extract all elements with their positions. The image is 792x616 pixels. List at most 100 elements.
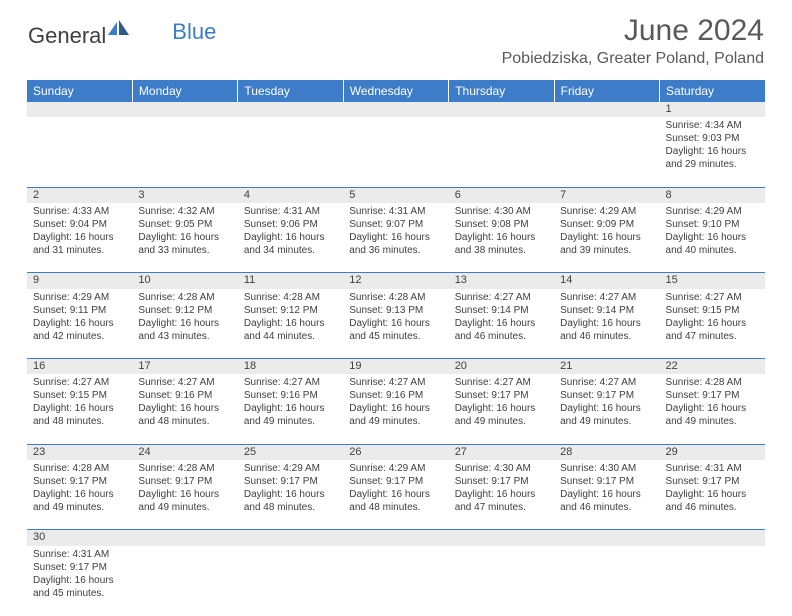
daylight-text: Daylight: 16 hours: [666, 231, 759, 244]
day-details: Sunrise: 4:27 AMSunset: 9:17 PMDaylight:…: [554, 374, 659, 432]
sunrise-text: Sunrise: 4:27 AM: [138, 376, 231, 389]
sunrise-text: Sunrise: 4:30 AM: [455, 462, 548, 475]
daylight-text: Daylight: 16 hours: [33, 488, 126, 501]
sunset-text: Sunset: 9:16 PM: [349, 389, 442, 402]
day-details-cell: Sunrise: 4:29 AMSunset: 9:17 PMDaylight:…: [343, 460, 448, 530]
day-details-cell: Sunrise: 4:30 AMSunset: 9:17 PMDaylight:…: [449, 460, 554, 530]
day-details: Sunrise: 4:30 AMSunset: 9:17 PMDaylight:…: [554, 460, 659, 518]
daylight-text: and 47 minutes.: [455, 501, 548, 514]
sunrise-text: Sunrise: 4:28 AM: [33, 462, 126, 475]
daylight-text: and 49 minutes.: [349, 415, 442, 428]
daylight-text: and 49 minutes.: [244, 415, 337, 428]
sunset-text: Sunset: 9:08 PM: [455, 218, 548, 231]
day-details-cell: Sunrise: 4:27 AMSunset: 9:17 PMDaylight:…: [449, 374, 554, 444]
day-number-row: 1: [27, 102, 765, 117]
day-number-cell: 21: [554, 359, 659, 375]
day-details-row: Sunrise: 4:31 AMSunset: 9:17 PMDaylight:…: [27, 546, 765, 616]
day-number-cell: [554, 530, 659, 546]
day-number-cell: 23: [27, 444, 132, 460]
day-number-cell: [132, 530, 237, 546]
daylight-text: and 29 minutes.: [666, 158, 759, 171]
sunset-text: Sunset: 9:11 PM: [33, 304, 126, 317]
day-number-cell: 9: [27, 273, 132, 289]
daylight-text: Daylight: 16 hours: [560, 488, 653, 501]
daylight-text: and 45 minutes.: [349, 330, 442, 343]
day-number-cell: 6: [449, 187, 554, 203]
day-details: Sunrise: 4:27 AMSunset: 9:17 PMDaylight:…: [449, 374, 554, 432]
day-details-cell: Sunrise: 4:27 AMSunset: 9:14 PMDaylight:…: [449, 289, 554, 359]
sunset-text: Sunset: 9:16 PM: [244, 389, 337, 402]
daylight-text: Daylight: 16 hours: [33, 574, 126, 587]
daylight-text: Daylight: 16 hours: [560, 231, 653, 244]
brand-word2: Blue: [172, 19, 216, 45]
day-details: Sunrise: 4:30 AMSunset: 9:08 PMDaylight:…: [449, 203, 554, 261]
sunrise-text: Sunrise: 4:27 AM: [666, 291, 759, 304]
sunrise-text: Sunrise: 4:34 AM: [666, 119, 759, 132]
sunrise-text: Sunrise: 4:27 AM: [349, 376, 442, 389]
daylight-text: Daylight: 16 hours: [455, 317, 548, 330]
day-details-cell: Sunrise: 4:29 AMSunset: 9:11 PMDaylight:…: [27, 289, 132, 359]
day-details: Sunrise: 4:29 AMSunset: 9:17 PMDaylight:…: [343, 460, 448, 518]
day-details: Sunrise: 4:27 AMSunset: 9:16 PMDaylight:…: [132, 374, 237, 432]
day-details: Sunrise: 4:28 AMSunset: 9:17 PMDaylight:…: [27, 460, 132, 518]
daylight-text: Daylight: 16 hours: [244, 317, 337, 330]
daylight-text: and 46 minutes.: [666, 501, 759, 514]
day-details-cell: Sunrise: 4:31 AMSunset: 9:17 PMDaylight:…: [660, 460, 765, 530]
weekday-header-row: Sunday Monday Tuesday Wednesday Thursday…: [27, 80, 765, 102]
day-details-row: Sunrise: 4:33 AMSunset: 9:04 PMDaylight:…: [27, 203, 765, 273]
daylight-text: Daylight: 16 hours: [455, 231, 548, 244]
day-details-cell: [660, 546, 765, 616]
day-number-cell: 25: [238, 444, 343, 460]
day-details-cell: Sunrise: 4:31 AMSunset: 9:07 PMDaylight:…: [343, 203, 448, 273]
sunrise-text: Sunrise: 4:28 AM: [138, 462, 231, 475]
day-number-cell: 13: [449, 273, 554, 289]
sunrise-text: Sunrise: 4:28 AM: [244, 291, 337, 304]
sunrise-text: Sunrise: 4:29 AM: [560, 205, 653, 218]
day-number-row: 30: [27, 530, 765, 546]
daylight-text: Daylight: 16 hours: [666, 402, 759, 415]
sunrise-text: Sunrise: 4:29 AM: [349, 462, 442, 475]
daylight-text: Daylight: 16 hours: [666, 317, 759, 330]
day-details: Sunrise: 4:31 AMSunset: 9:17 PMDaylight:…: [660, 460, 765, 518]
day-number-cell: 18: [238, 359, 343, 375]
sunset-text: Sunset: 9:09 PM: [560, 218, 653, 231]
sunrise-text: Sunrise: 4:29 AM: [666, 205, 759, 218]
day-details-cell: Sunrise: 4:31 AMSunset: 9:17 PMDaylight:…: [27, 546, 132, 616]
day-number-row: 9101112131415: [27, 273, 765, 289]
daylight-text: and 40 minutes.: [666, 244, 759, 257]
daylight-text: and 49 minutes.: [455, 415, 548, 428]
daylight-text: Daylight: 16 hours: [138, 231, 231, 244]
weekday-header: Tuesday: [238, 80, 343, 102]
daylight-text: and 49 minutes.: [560, 415, 653, 428]
day-number-cell: 3: [132, 187, 237, 203]
daylight-text: and 49 minutes.: [138, 501, 231, 514]
day-details-cell: Sunrise: 4:28 AMSunset: 9:17 PMDaylight:…: [660, 374, 765, 444]
day-details-cell: [27, 117, 132, 187]
day-details-cell: [449, 117, 554, 187]
sunset-text: Sunset: 9:07 PM: [349, 218, 442, 231]
daylight-text: and 48 minutes.: [138, 415, 231, 428]
sunrise-text: Sunrise: 4:31 AM: [244, 205, 337, 218]
daylight-text: Daylight: 16 hours: [455, 402, 548, 415]
day-number-cell: 2: [27, 187, 132, 203]
brand-logo: General Blue: [28, 20, 216, 51]
daylight-text: and 45 minutes.: [33, 587, 126, 600]
day-number-cell: [343, 102, 448, 117]
day-details-cell: Sunrise: 4:27 AMSunset: 9:16 PMDaylight:…: [343, 374, 448, 444]
daylight-text: Daylight: 16 hours: [33, 231, 126, 244]
day-details: Sunrise: 4:27 AMSunset: 9:15 PMDaylight:…: [27, 374, 132, 432]
sunset-text: Sunset: 9:17 PM: [33, 475, 126, 488]
daylight-text: Daylight: 16 hours: [138, 402, 231, 415]
day-number-cell: 17: [132, 359, 237, 375]
title-block: June 2024 Pobiedziska, Greater Poland, P…: [502, 14, 764, 68]
sunrise-text: Sunrise: 4:31 AM: [33, 548, 126, 561]
day-details-cell: [449, 546, 554, 616]
sunset-text: Sunset: 9:14 PM: [455, 304, 548, 317]
daylight-text: Daylight: 16 hours: [349, 488, 442, 501]
day-number-cell: 26: [343, 444, 448, 460]
day-details-cell: [554, 546, 659, 616]
sunset-text: Sunset: 9:12 PM: [244, 304, 337, 317]
day-details: Sunrise: 4:31 AMSunset: 9:06 PMDaylight:…: [238, 203, 343, 261]
sunset-text: Sunset: 9:17 PM: [455, 389, 548, 402]
day-details-cell: Sunrise: 4:27 AMSunset: 9:15 PMDaylight:…: [660, 289, 765, 359]
